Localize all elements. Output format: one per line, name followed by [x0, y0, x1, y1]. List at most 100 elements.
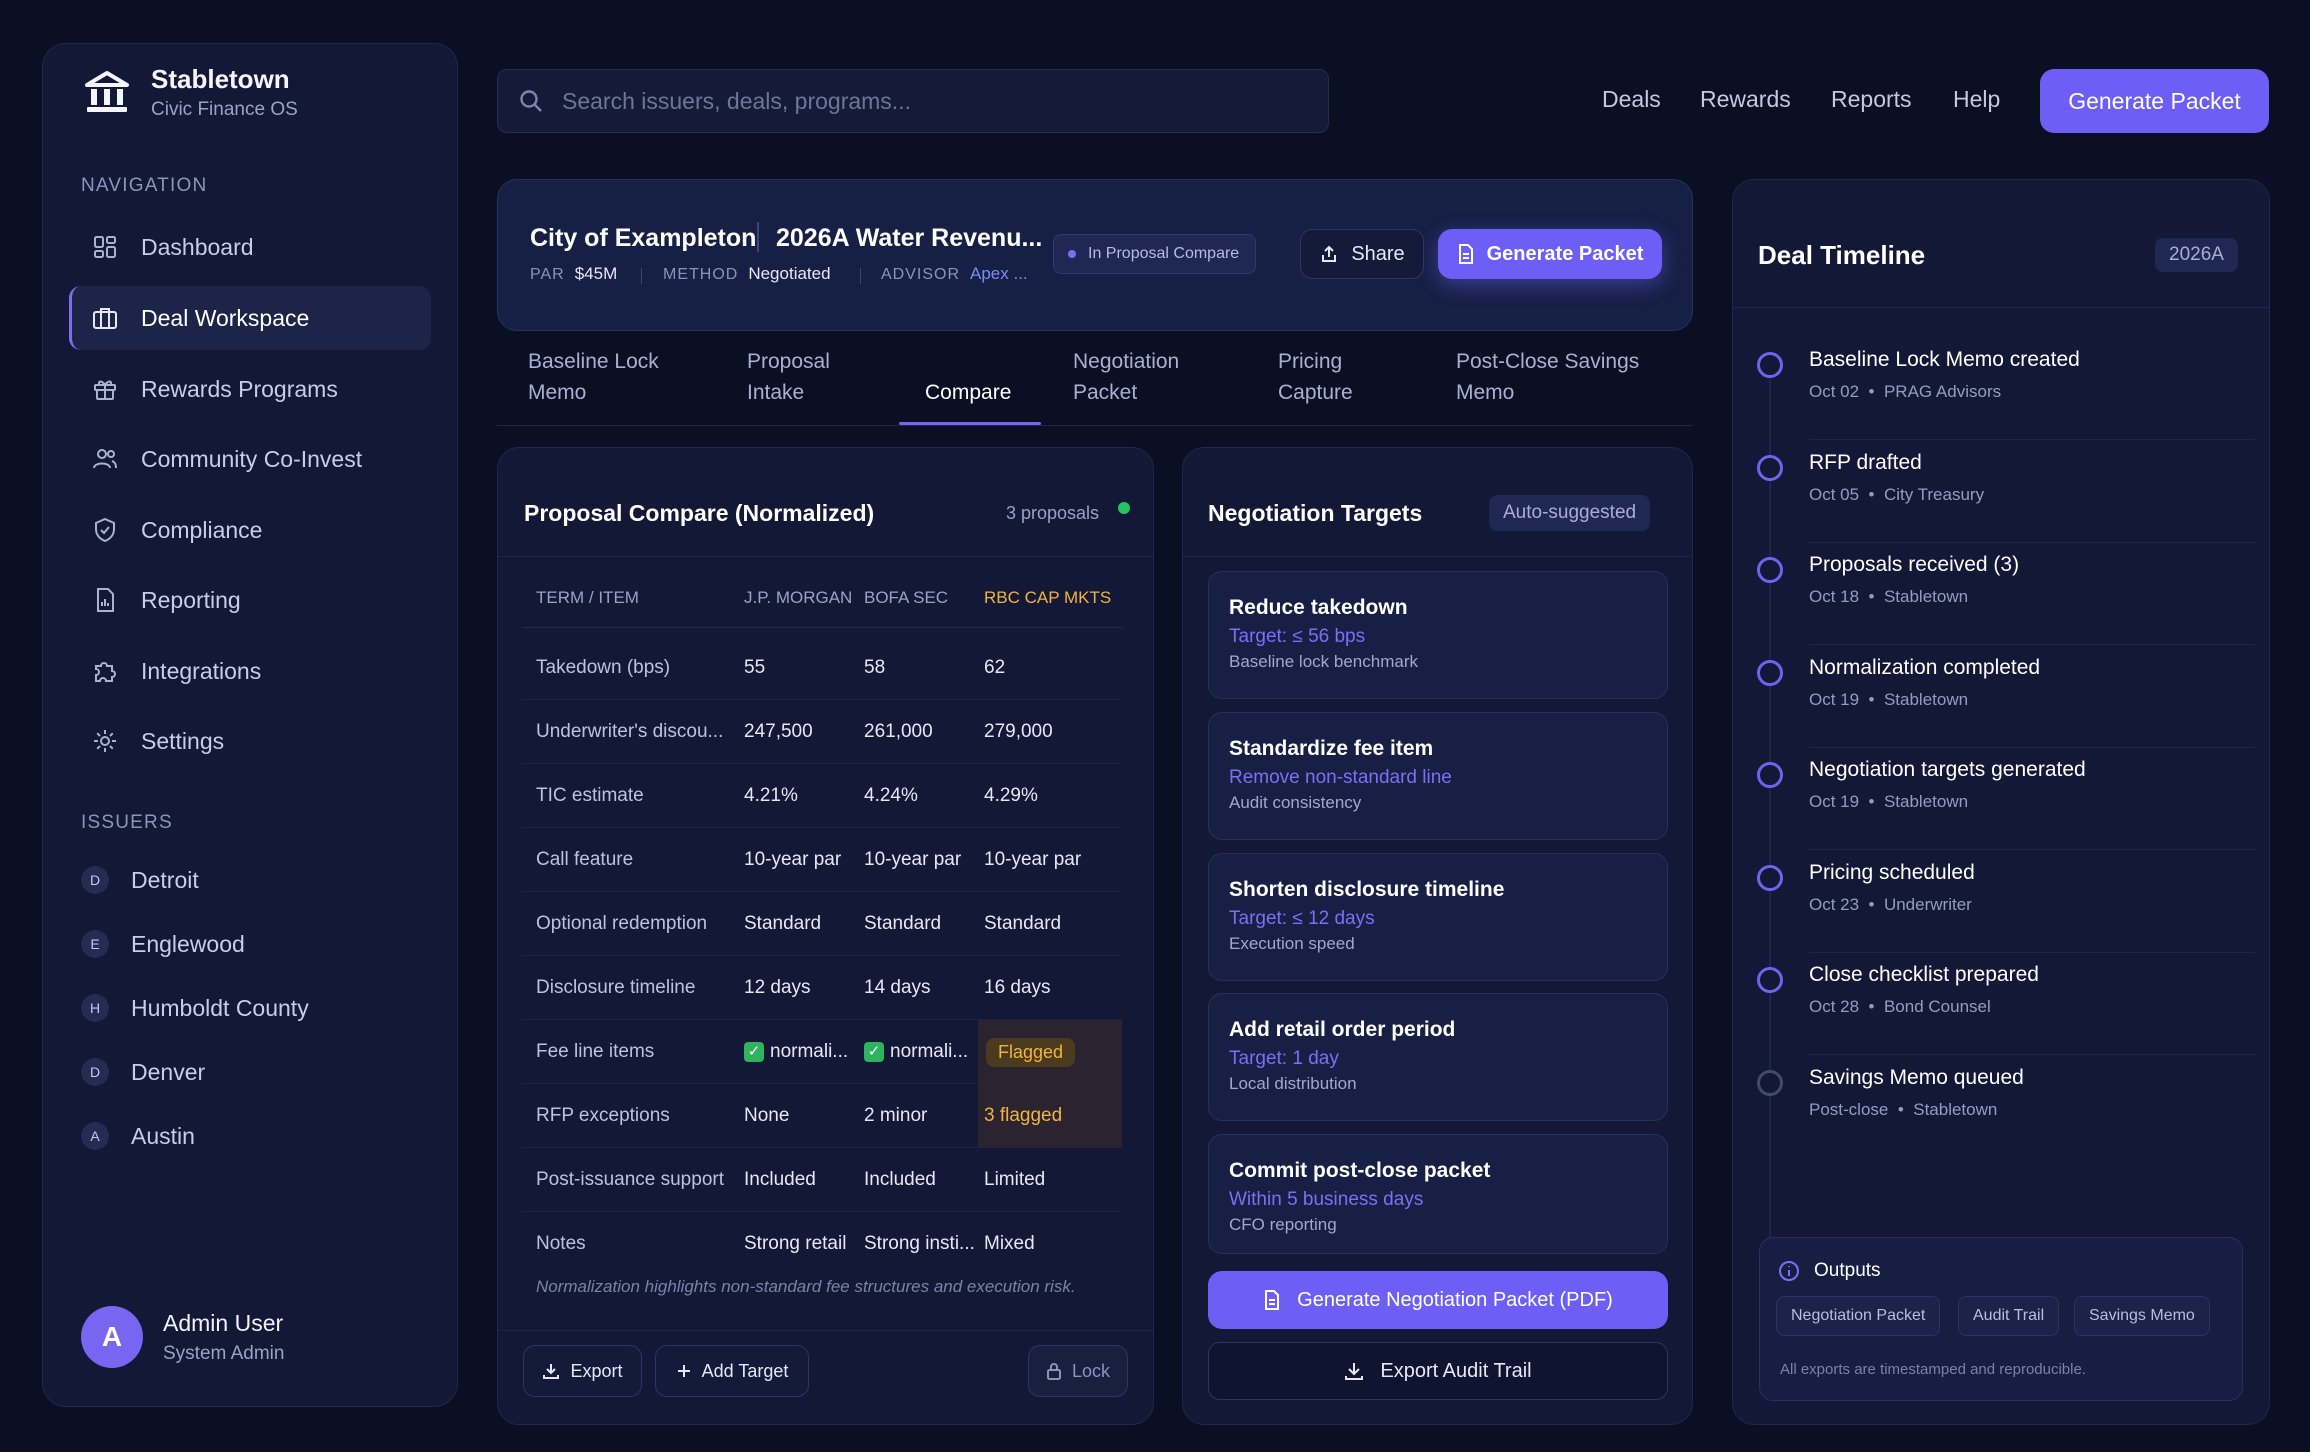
users-icon — [93, 449, 117, 469]
timeline-item[interactable]: Baseline Lock Memo created Oct 02 • PRAG… — [1757, 346, 2255, 449]
generate-packet-button[interactable]: Generate Packet — [2040, 69, 2269, 133]
tab-compare[interactable]: Compare — [925, 377, 1011, 408]
top-link-reports[interactable]: Reports — [1831, 86, 1912, 112]
nav-item-label: Settings — [141, 727, 225, 754]
tab-label: Intake — [747, 381, 805, 404]
download-icon — [1345, 1363, 1364, 1380]
timeline-item[interactable]: Normalization completed Oct 19 • Stablet… — [1757, 654, 2255, 757]
search-input[interactable] — [562, 87, 1302, 115]
issuer-item-denver[interactable]: D Denver — [81, 1050, 205, 1094]
nav-item-reporting[interactable]: Reporting — [69, 568, 431, 632]
timeline-item[interactable]: Pricing scheduled Oct 23 • Underwriter — [1757, 859, 2255, 962]
timeline-item[interactable]: Savings Memo queued Post-close • Stablet… — [1757, 1064, 2237, 1167]
target-note: Baseline lock benchmark — [1229, 652, 1418, 671]
nav-item-compliance[interactable]: Compliance — [69, 498, 431, 562]
user-profile[interactable]: A Admin User System Admin — [81, 1306, 284, 1368]
timeline-by: Underwriter — [1883, 895, 1972, 914]
par-meta: PAR $45M — [530, 264, 617, 284]
tab-proposal-intake[interactable]: Proposal Intake — [747, 346, 830, 408]
add-target-button[interactable]: Add Target — [655, 1345, 809, 1397]
timeline-item[interactable]: Negotiation targets generated Oct 19 • S… — [1757, 756, 2255, 859]
timeline-item[interactable]: Close checklist prepared Oct 28 • Bond C… — [1757, 961, 2255, 1064]
timeline-item[interactable]: Proposals received (3) Oct 18 • Stableto… — [1757, 551, 2255, 654]
timeline-item[interactable]: RFP drafted Oct 05 • City Treasury — [1757, 449, 2255, 552]
target-card[interactable]: Reduce takedown Target: ≤ 56 bps Baselin… — [1208, 571, 1668, 699]
issuer-item-humboldt-county[interactable]: H Humboldt County — [81, 986, 309, 1030]
timeline-divider — [1809, 952, 2255, 953]
cell-bofa: 58 — [864, 657, 886, 678]
tab-label: Post-Close Savings — [1456, 350, 1640, 373]
timeline-item-meta: Post-close • Stabletown — [1809, 1100, 1998, 1119]
target-card[interactable]: Commit post-close packet Within 5 busine… — [1208, 1134, 1668, 1254]
cell-jp-morgan: Strong retail — [744, 1233, 847, 1254]
export-button[interactable]: Export — [523, 1345, 642, 1397]
tab-baseline-lock-memo[interactable]: Baseline Lock Memo — [528, 346, 659, 408]
advisor-link[interactable]: Apex ... — [970, 264, 1028, 283]
nav-item-dashboard[interactable]: Dashboard — [69, 215, 431, 279]
cell-bofa: 4.24% — [864, 785, 918, 806]
deal-header: City of Exampleton 2026A Water Revenu...… — [497, 179, 1693, 331]
timeline-marker-pending — [1757, 1070, 1783, 1096]
cell-jp-morgan: Standard — [744, 913, 822, 934]
issuer-item-detroit[interactable]: D Detroit — [81, 858, 199, 902]
nav-item-label: Community Co-Invest — [141, 445, 363, 472]
timeline-marker — [1757, 557, 1783, 583]
output-chip-audit-trail[interactable]: Audit Trail — [1958, 1296, 2060, 1336]
issuer-initial: A — [81, 1122, 109, 1150]
timeline-by: Stabletown — [1883, 792, 1969, 811]
issuer-item-austin[interactable]: A Austin — [81, 1114, 195, 1158]
method-value: Negotiated — [748, 264, 831, 283]
tab-pricing-capture[interactable]: Pricing Capture — [1278, 346, 1353, 408]
top-link-rewards[interactable]: Rewards — [1700, 86, 1791, 112]
panel-divider — [1183, 556, 1692, 557]
table-row: Underwriter's discou... 247,500 261,000 … — [522, 700, 1122, 764]
flagged-badge: Flagged — [986, 1037, 1076, 1067]
top-link-help[interactable]: Help — [1953, 86, 2001, 112]
output-chip-savings-memo[interactable]: Savings Memo — [2074, 1296, 2210, 1336]
nav-item-settings[interactable]: Settings — [69, 709, 431, 773]
document-icon — [1458, 244, 1473, 264]
top-link-deals[interactable]: Deals — [1602, 86, 1661, 112]
target-title: Reduce takedown — [1229, 596, 1408, 619]
lock-button[interactable]: Lock — [1028, 1345, 1128, 1397]
nav-item-rewards-programs[interactable]: Rewards Programs — [69, 357, 431, 421]
plus-icon — [677, 1365, 690, 1377]
deal-title: 2026A Water Revenu... — [776, 224, 1043, 252]
timeline-marker — [1757, 455, 1783, 481]
timeline-item-meta: Oct 05 • City Treasury — [1809, 485, 1985, 504]
issuer-item-englewood[interactable]: E Englewood — [81, 922, 245, 966]
cell-jp-morgan: Included — [744, 1169, 816, 1190]
target-card[interactable]: Add retail order period Target: 1 day Lo… — [1208, 993, 1668, 1121]
tab-negotiation-packet[interactable]: Negotiation Packet — [1073, 346, 1179, 408]
search-icon — [520, 90, 542, 112]
target-value: Within 5 business days — [1229, 1189, 1424, 1210]
cell-bofa: Standard — [864, 913, 942, 934]
header-generate-packet-button[interactable]: Generate Packet — [1438, 229, 1662, 279]
nav-item-integrations[interactable]: Integrations — [69, 639, 431, 703]
timeline-by: Bond Counsel — [1883, 997, 1991, 1016]
target-card[interactable]: Standardize fee item Remove non-standard… — [1208, 712, 1668, 840]
output-chip-negotiation-packet[interactable]: Negotiation Packet — [1776, 1296, 1941, 1336]
outputs-note: All exports are timestamped and reproduc… — [1780, 1361, 2086, 1378]
table-row: Disclosure timeline 12 days 14 days 16 d… — [522, 956, 1122, 1020]
timeline-item-meta: Oct 02 • PRAG Advisors — [1809, 382, 2002, 401]
nav-item-deal-workspace[interactable]: Deal Workspace — [69, 286, 431, 350]
tab-label: Baseline Lock — [528, 350, 659, 373]
target-card[interactable]: Shorten disclosure timeline Target: ≤ 12… — [1208, 853, 1668, 981]
gear-icon — [94, 730, 116, 752]
cell-jp-morgan: 12 days — [744, 977, 811, 998]
tab-post-close-savings-memo[interactable]: Post-Close Savings Memo — [1456, 346, 1639, 408]
table-row: Optional redemption Standard Standard St… — [522, 892, 1122, 956]
share-label: Share — [1351, 242, 1405, 265]
timeline-title: Deal Timeline — [1758, 240, 1926, 270]
share-button[interactable]: Share — [1300, 229, 1424, 279]
nav-item-community-co-invest[interactable]: Community Co-Invest — [69, 427, 431, 491]
timeline-item-title: Pricing scheduled — [1809, 861, 1975, 884]
export-audit-trail-button[interactable]: Export Audit Trail — [1208, 1342, 1668, 1400]
timeline-item-title: Proposals received (3) — [1809, 553, 2020, 576]
timeline-item-title: Close checklist prepared — [1809, 963, 2039, 986]
brand[interactable]: Stabletown Civic Finance OS — [81, 64, 298, 121]
cell-bofa: Strong insti... — [864, 1233, 975, 1254]
search-bar[interactable] — [497, 69, 1329, 133]
generate-negotiation-packet-button[interactable]: Generate Negotiation Packet (PDF) — [1208, 1271, 1668, 1329]
